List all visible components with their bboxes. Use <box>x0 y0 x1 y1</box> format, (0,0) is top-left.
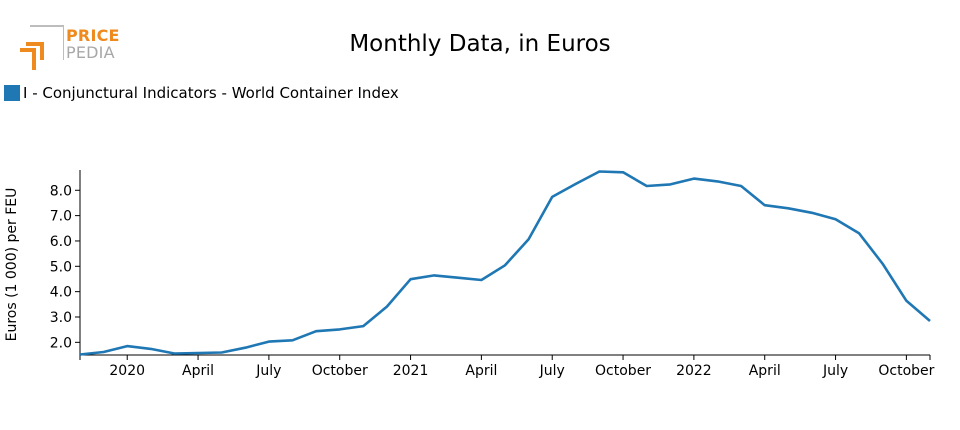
x-tick-label: 2020 <box>109 363 145 379</box>
x-tick-label: April <box>465 363 497 379</box>
x-tick-label: October <box>878 363 934 379</box>
x-tick-label: July <box>822 363 848 379</box>
legend-swatch <box>4 85 20 101</box>
series-line <box>79 170 931 356</box>
y-tick-label: 5.0 <box>50 259 72 275</box>
x-tick-label: October <box>312 363 368 379</box>
logo-text-pedia: PEDIA <box>66 43 115 62</box>
x-tick-label: July <box>255 363 281 379</box>
y-tick-label: 2.0 <box>50 335 72 351</box>
y-tick-label: 8.0 <box>50 183 72 199</box>
legend-label: I - Conjunctural Indicators - World Cont… <box>23 84 399 102</box>
x-tick-label: April <box>749 363 781 379</box>
y-tick-label: 6.0 <box>50 234 72 250</box>
y-tick-label: 4.0 <box>50 285 72 301</box>
x-tick-label: 2021 <box>393 363 429 379</box>
pricepedia-logo: PRICE PEDIA <box>18 24 138 74</box>
y-axis-label: Euros (1 000) per FEU <box>4 188 20 342</box>
x-tick-label: 2022 <box>676 363 712 379</box>
plot-area <box>79 170 931 356</box>
legend[interactable]: I - Conjunctural Indicators - World Cont… <box>4 84 399 102</box>
chart-title: Monthly Data, in Euros <box>349 31 611 57</box>
logo-text-price: PRICE <box>66 26 120 45</box>
x-tick-label: April <box>182 363 214 379</box>
y-tick-label: 3.0 <box>50 310 72 326</box>
axes: 2.0 3.0 4.0 5.0 6.0 7.0 8.0 2020 April July Octobe… <box>4 170 935 379</box>
x-tick-label: July <box>539 363 565 379</box>
x-tick-label: October <box>595 363 651 379</box>
y-tick-label: 7.0 <box>50 209 72 225</box>
